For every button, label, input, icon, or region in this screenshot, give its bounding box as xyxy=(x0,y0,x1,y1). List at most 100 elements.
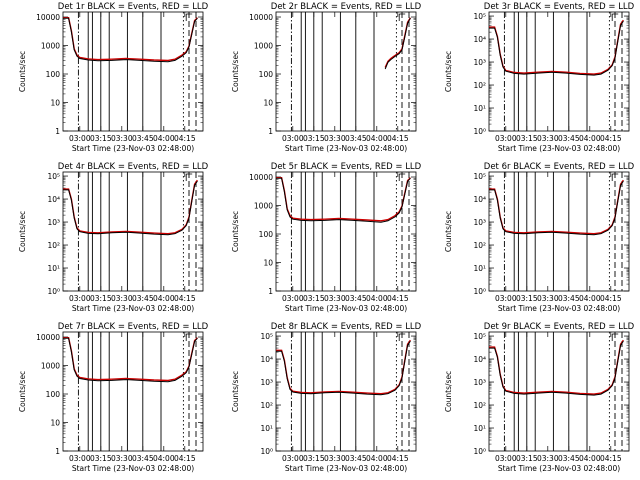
x-tick-label: 04:00 xyxy=(579,454,601,463)
y-tick-label: 10 xyxy=(50,99,60,108)
y-tick-label: 10⁵ xyxy=(473,172,486,181)
x-tick-label: 03:30 xyxy=(111,134,133,143)
y-tick-label: 10⁵ xyxy=(473,332,486,341)
x-tick-label: 03:30 xyxy=(324,134,346,143)
x-tick-label: 04:15 xyxy=(387,454,409,463)
x-tick-label: 03:15 xyxy=(303,454,325,463)
events-series-line xyxy=(63,180,198,236)
events-series-line xyxy=(63,337,198,383)
x-tick-label: 04:15 xyxy=(387,134,409,143)
x-tick-label: 04:15 xyxy=(174,294,196,303)
y-tick-label: 100 xyxy=(259,70,274,79)
events-series-line xyxy=(63,17,198,63)
y-tick-label: 1000 xyxy=(254,42,273,51)
panel-title: Det 7r BLACK = Events, RED = LLD xyxy=(58,322,209,332)
panel-title: Det 8r BLACK = Events, RED = LLD xyxy=(271,322,422,332)
x-tick-label: 03:00 xyxy=(282,294,304,303)
x-tick-label: 04:00 xyxy=(579,134,601,143)
lld-series-line xyxy=(276,176,411,222)
plot-frame xyxy=(62,11,204,132)
y-tick-label: 10000 xyxy=(249,173,273,182)
x-tick-label: 03:15 xyxy=(90,454,112,463)
y-tick-label: 10³ xyxy=(47,218,60,227)
x-tick-label: 03:00 xyxy=(69,294,91,303)
x-tick-label: 04:00 xyxy=(579,294,601,303)
y-tick-label: 10² xyxy=(473,81,486,90)
x-axis-label: Start Time (23-Nov-03 02:48:00) xyxy=(498,144,620,153)
y-axis-label: Counts/sec xyxy=(18,371,27,412)
x-tick-label: 03:00 xyxy=(282,134,304,143)
x-tick-label: 03:00 xyxy=(495,294,517,303)
y-tick-label: 10² xyxy=(473,401,486,410)
panel-title: Det 1r BLACK = Events, RED = LLD xyxy=(58,2,209,12)
y-tick-label: 10³ xyxy=(260,378,273,387)
y-tick-label: 10⁴ xyxy=(260,355,273,364)
y-axis-label: Counts/sec xyxy=(231,51,240,92)
events-series-line xyxy=(489,20,624,76)
plot-frame xyxy=(275,11,417,132)
x-tick-label: 04:00 xyxy=(153,454,175,463)
y-axis-label: Counts/sec xyxy=(231,371,240,412)
x-tick-label: 03:45 xyxy=(345,454,367,463)
x-tick-label: 03:45 xyxy=(132,294,154,303)
x-tick-label: 03:00 xyxy=(495,454,517,463)
y-tick-label: 10⁵ xyxy=(473,12,486,21)
plot-frame xyxy=(488,171,630,292)
y-tick-label: 1000 xyxy=(254,202,273,211)
x-tick-label: 03:15 xyxy=(90,134,112,143)
y-tick-label: 10² xyxy=(47,241,60,250)
y-tick-label: 10⁴ xyxy=(47,195,60,204)
x-axis-label: Start Time (23-Nov-03 02:48:00) xyxy=(498,464,620,473)
y-axis-label: Counts/sec xyxy=(444,51,453,92)
y-tick-label: 10⁰ xyxy=(473,447,486,456)
y-tick-label: 10⁴ xyxy=(473,195,486,204)
lld-series-line xyxy=(384,17,411,68)
plot-frame xyxy=(488,11,630,132)
x-tick-label: 03:45 xyxy=(558,454,580,463)
x-tick-label: 03:15 xyxy=(303,134,325,143)
y-tick-label: 10² xyxy=(260,401,273,410)
y-tick-label: 10000 xyxy=(36,333,60,342)
panel-title: Det 6r BLACK = Events, RED = LLD xyxy=(484,162,635,172)
y-tick-label: 10 xyxy=(50,419,60,428)
window-marker xyxy=(611,173,619,181)
y-tick-label: 1 xyxy=(268,127,273,136)
x-tick-label: 03:45 xyxy=(132,454,154,463)
plot-frame xyxy=(275,171,417,292)
x-tick-label: 03:00 xyxy=(69,134,91,143)
plot-frame xyxy=(275,331,417,452)
y-tick-label: 10⁰ xyxy=(260,447,273,456)
x-tick-label: 04:15 xyxy=(600,134,622,143)
lld-series-line xyxy=(489,179,624,235)
x-tick-label: 03:30 xyxy=(111,454,133,463)
y-tick-label: 1 xyxy=(55,127,60,136)
x-axis-label: Start Time (23-Nov-03 02:48:00) xyxy=(285,144,407,153)
lld-series-line xyxy=(63,337,198,382)
x-axis-label: Start Time (23-Nov-03 02:48:00) xyxy=(498,304,620,313)
y-tick-label: 10⁴ xyxy=(473,35,486,44)
events-series-line xyxy=(276,340,411,396)
y-tick-label: 10³ xyxy=(473,378,486,387)
y-tick-label: 10000 xyxy=(36,13,60,22)
x-tick-label: 04:15 xyxy=(600,454,622,463)
y-tick-label: 100 xyxy=(46,390,61,399)
window-marker xyxy=(398,333,406,341)
x-tick-label: 03:30 xyxy=(324,454,346,463)
y-tick-label: 10¹ xyxy=(47,264,60,273)
y-tick-label: 1 xyxy=(55,447,60,456)
y-tick-label: 10⁰ xyxy=(473,127,486,136)
panel-title: Det 9r BLACK = Events, RED = LLD xyxy=(484,322,635,332)
x-axis-label: Start Time (23-Nov-03 02:48:00) xyxy=(72,144,194,153)
x-tick-label: 04:00 xyxy=(366,134,388,143)
y-tick-label: 10⁰ xyxy=(473,287,486,296)
y-tick-label: 10 xyxy=(263,259,273,268)
y-axis-label: Counts/sec xyxy=(444,371,453,412)
panel-title: Det 2r BLACK = Events, RED = LLD xyxy=(271,2,422,12)
y-axis-label: Counts/sec xyxy=(231,211,240,252)
x-tick-label: 03:45 xyxy=(345,134,367,143)
x-axis-label: Start Time (23-Nov-03 02:48:00) xyxy=(72,464,194,473)
y-tick-label: 10⁵ xyxy=(47,172,60,181)
y-tick-label: 10³ xyxy=(473,58,486,67)
y-axis-label: Counts/sec xyxy=(18,51,27,92)
